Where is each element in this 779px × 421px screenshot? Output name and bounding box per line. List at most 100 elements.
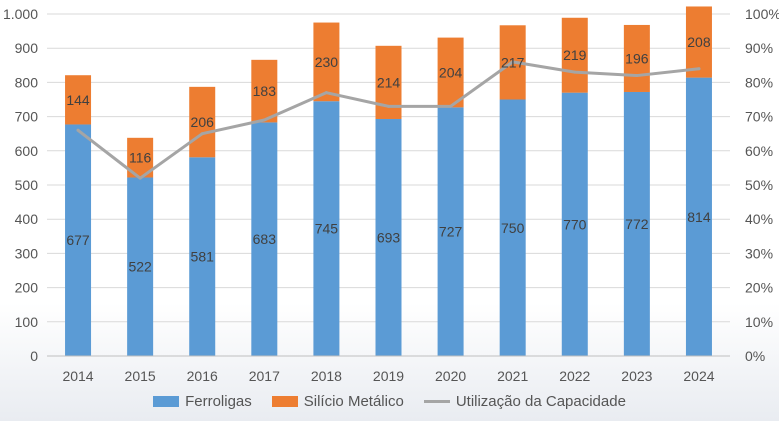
bar-ferroligas xyxy=(561,92,588,356)
x-tick-label: 2021 xyxy=(497,368,528,384)
capacity-point xyxy=(324,91,328,95)
x-tick-label: 2017 xyxy=(249,368,280,384)
right-tick-label: 50% xyxy=(745,177,773,193)
right-tick-label: 0% xyxy=(745,348,765,364)
left-tick-label: 200 xyxy=(15,280,39,296)
label-ferroligas: 770 xyxy=(563,216,587,232)
bar-ferroligas xyxy=(127,177,154,356)
legend-swatch-silicio xyxy=(271,396,298,407)
x-tick-label: 2018 xyxy=(311,368,342,384)
bar-silicio xyxy=(251,59,278,123)
label-silicio: 116 xyxy=(129,150,152,166)
label-ferroligas: 814 xyxy=(687,209,711,225)
label-ferroligas: 581 xyxy=(191,249,215,265)
label-ferroligas: 522 xyxy=(128,259,152,275)
label-silicio: 230 xyxy=(315,54,339,70)
label-ferroligas: 677 xyxy=(66,232,90,248)
bar-ferroligas xyxy=(375,118,402,356)
left-tick-label: 700 xyxy=(15,109,39,125)
legend: Ferroligas Silício Metálico Utilização d… xyxy=(0,393,779,410)
bar-ferroligas xyxy=(251,122,278,356)
left-tick-label: 100 xyxy=(15,314,39,330)
x-tick-label: 2022 xyxy=(559,368,590,384)
label-silicio: 183 xyxy=(253,83,277,99)
left-tick-label: 1.000 xyxy=(3,6,38,22)
data-labels: 677 144 522 116 581 206 683 183 745 230 693 214 727 2… xyxy=(66,34,710,275)
capacity-point xyxy=(449,104,453,108)
capacity-point xyxy=(76,128,80,132)
label-ferroligas: 727 xyxy=(439,224,463,240)
legend-label-ferroligas: Ferroligas xyxy=(185,393,252,410)
bar-ferroligas xyxy=(313,101,340,357)
right-tick-label: 40% xyxy=(745,211,773,227)
bar-ferroligas xyxy=(189,157,216,356)
capacity-point xyxy=(511,60,515,64)
bar-silicio xyxy=(561,17,588,93)
bars xyxy=(65,6,712,357)
bar-ferroligas xyxy=(65,124,92,356)
x-axis: 2014 2015 2016 2017 2018 2019 2020 2021 2022 2023… xyxy=(47,355,730,384)
x-tick-label: 2014 xyxy=(62,368,93,384)
right-tick-label: 80% xyxy=(745,74,773,90)
right-tick-label: 60% xyxy=(745,143,773,159)
legend-swatch-ferroligas xyxy=(153,396,180,407)
legend-item-silicio: Silício Metálico xyxy=(271,393,404,410)
left-axis: 0 100 200 300 400 500 600 700 800 900 1.000 xyxy=(3,6,38,364)
x-tick-label: 2024 xyxy=(683,368,714,384)
label-silicio: 206 xyxy=(191,114,215,130)
left-tick-label: 300 xyxy=(15,245,39,261)
left-tick-label: 0 xyxy=(30,348,38,364)
label-silicio: 219 xyxy=(563,47,587,63)
left-tick-label: 800 xyxy=(15,74,39,90)
label-silicio: 196 xyxy=(625,50,649,66)
legend-swatch-utilizacao xyxy=(423,400,450,403)
bar-ferroligas xyxy=(623,91,650,356)
x-tick-label: 2015 xyxy=(125,368,156,384)
bar-ferroligas xyxy=(499,99,526,356)
legend-label-silicio: Silício Metálico xyxy=(303,393,404,410)
bar-silicio xyxy=(437,37,464,108)
label-silicio: 214 xyxy=(377,74,401,90)
legend-item-utilizacao: Utilização da Capacidade xyxy=(423,393,626,410)
label-ferroligas: 693 xyxy=(377,229,401,245)
x-tick-label: 2016 xyxy=(187,368,218,384)
capacity-point xyxy=(138,176,142,180)
label-silicio: 208 xyxy=(687,34,711,50)
bar-silicio xyxy=(313,22,340,102)
right-tick-label: 10% xyxy=(745,314,773,330)
x-tick-label: 2020 xyxy=(435,368,466,384)
x-tick-label: 2023 xyxy=(621,368,652,384)
legend-label-utilizacao: Utilização da Capacidade xyxy=(455,393,626,410)
capacity-line xyxy=(76,60,701,180)
capacity-point xyxy=(573,70,577,74)
right-tick-label: 100% xyxy=(745,6,779,22)
x-tick-label: 2019 xyxy=(373,368,404,384)
left-tick-label: 500 xyxy=(15,177,39,193)
bar-ferroligas xyxy=(685,77,712,356)
left-tick-label: 400 xyxy=(15,211,39,227)
left-tick-label: 600 xyxy=(15,143,39,159)
capacity-point xyxy=(697,67,701,71)
bar-ferroligas xyxy=(437,107,464,356)
bar-silicio xyxy=(189,86,216,158)
label-silicio: 204 xyxy=(439,64,463,80)
capacity-point xyxy=(387,104,390,108)
capacity-point xyxy=(262,118,266,122)
right-axis: 0% 10% 20% 30% 40% 50% 60% 70% 80% 90% 100% xyxy=(745,6,779,364)
label-ferroligas: 772 xyxy=(625,216,649,232)
legend-item-ferroligas: Ferroligas xyxy=(153,393,252,410)
bar-silicio xyxy=(685,6,712,78)
label-ferroligas: 750 xyxy=(501,220,525,236)
right-tick-label: 70% xyxy=(745,109,773,125)
right-tick-label: 90% xyxy=(745,40,773,56)
capacity-point xyxy=(200,132,204,136)
right-tick-label: 20% xyxy=(745,280,773,296)
right-tick-label: 30% xyxy=(745,245,773,261)
bar-silicio xyxy=(65,75,92,125)
label-silicio: 217 xyxy=(501,54,525,70)
label-silicio: 144 xyxy=(66,92,90,108)
bar-silicio xyxy=(623,24,650,92)
label-ferroligas: 683 xyxy=(253,231,277,247)
